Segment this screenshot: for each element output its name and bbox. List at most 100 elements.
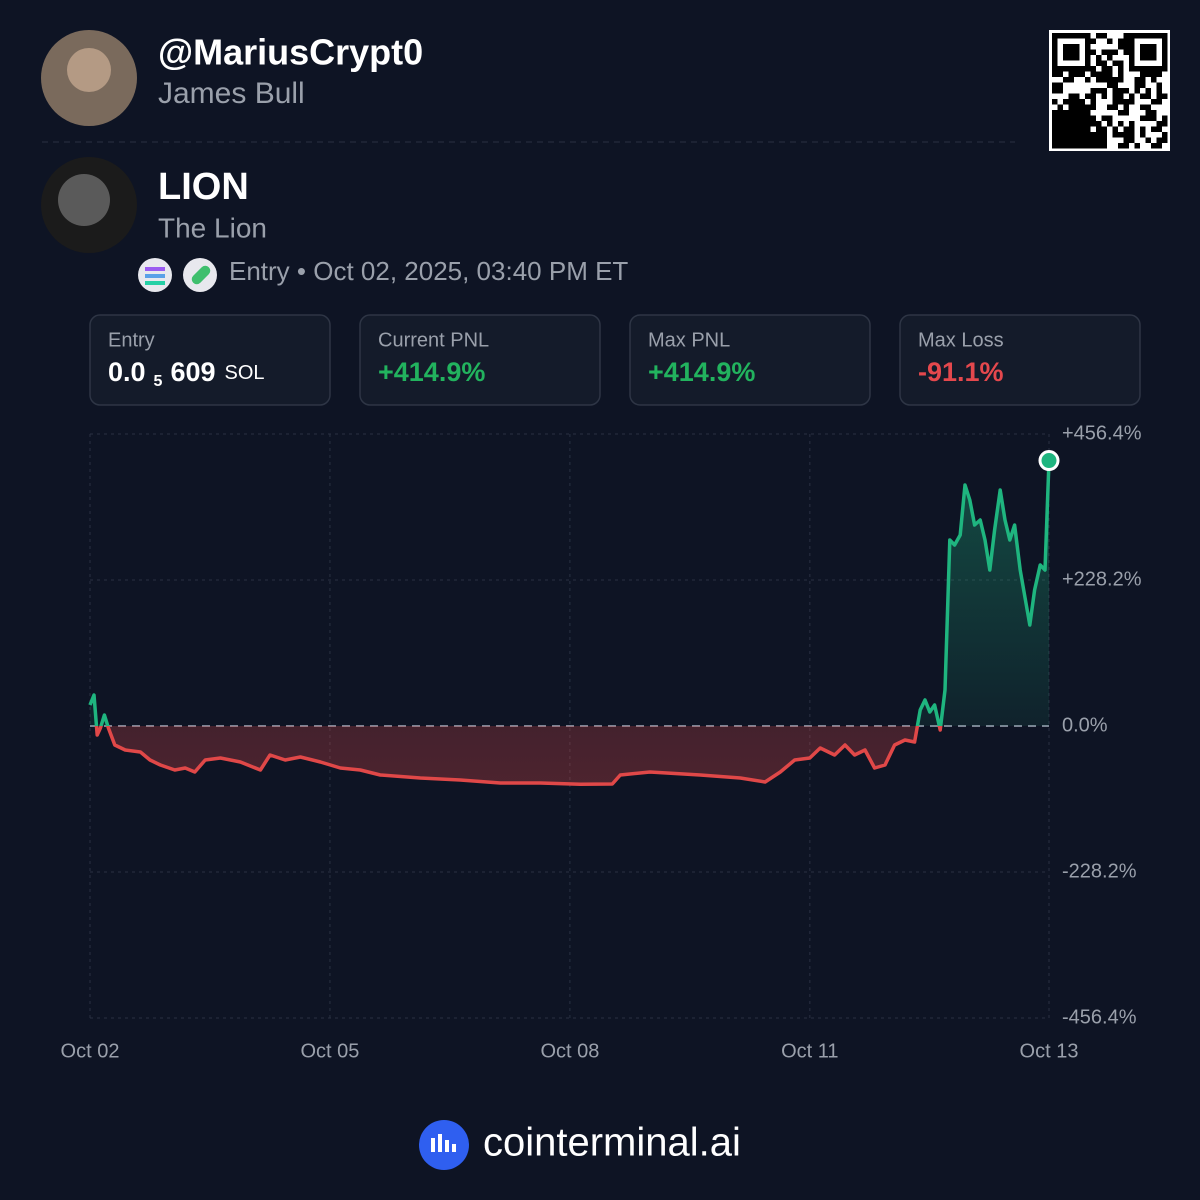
qr-module — [1063, 115, 1069, 121]
qr-module — [1079, 33, 1085, 39]
end-point — [1038, 450, 1060, 472]
qr-module — [1123, 44, 1129, 50]
qr-module — [1074, 33, 1080, 39]
qr-module — [1107, 104, 1113, 110]
qr-module — [1145, 115, 1151, 121]
qr-module — [1068, 137, 1074, 143]
qr-module — [1101, 88, 1107, 94]
qr-module — [1162, 132, 1168, 138]
qr-module — [1068, 77, 1074, 83]
qr-module — [1107, 115, 1113, 121]
qr-module — [1101, 66, 1107, 72]
qr-module — [1057, 104, 1063, 110]
qr-module — [1134, 82, 1140, 88]
qr-module — [1156, 88, 1162, 94]
qr-module — [1118, 121, 1124, 127]
qr-module — [1145, 110, 1151, 116]
qr-module — [1140, 93, 1146, 99]
qr-module — [1079, 132, 1085, 138]
qr-module — [1085, 38, 1091, 44]
qr-module — [1134, 143, 1140, 149]
qr-module — [1162, 66, 1168, 72]
qr-module — [1096, 77, 1102, 83]
qr-module — [1145, 93, 1151, 99]
qr-module — [1074, 115, 1080, 121]
y-tick-label: 0.0% — [1062, 714, 1108, 736]
qr-module — [1156, 33, 1162, 39]
qr-module — [1156, 121, 1162, 127]
qr-module — [1162, 137, 1168, 143]
qr-module — [1074, 44, 1080, 50]
qr-module — [1134, 33, 1140, 39]
qr-module — [1140, 71, 1146, 77]
qr-module — [1118, 44, 1124, 50]
qr-module — [1145, 66, 1151, 72]
stat-value: -91.1% — [918, 357, 1004, 387]
qr-module — [1057, 126, 1063, 132]
qr-module — [1063, 66, 1069, 72]
qr-module — [1145, 104, 1151, 110]
qr-module — [1079, 66, 1085, 72]
line-positive — [88, 460, 1051, 726]
qr-module — [1118, 88, 1124, 94]
avatar-face — [67, 48, 111, 92]
qr-module — [1156, 82, 1162, 88]
token-name: The Lion — [158, 212, 267, 243]
qr-module — [1162, 115, 1168, 121]
qr-module — [1079, 71, 1085, 77]
qr-module — [1085, 55, 1091, 61]
qr-module — [1107, 121, 1113, 127]
qr-module — [1063, 126, 1069, 132]
qr-module — [1068, 44, 1074, 50]
qr-module — [1057, 88, 1063, 94]
qr-module — [1162, 93, 1168, 99]
qr-module — [1085, 104, 1091, 110]
qr-module — [1129, 66, 1135, 72]
qr-module — [1052, 49, 1058, 55]
token-symbol: LION — [158, 166, 249, 208]
qr-module — [1107, 49, 1113, 55]
qr-module — [1068, 99, 1074, 105]
qr-module — [1074, 55, 1080, 61]
qr-module — [1079, 137, 1085, 143]
stat-value-main: +414.9% — [648, 357, 755, 387]
qr-module — [1057, 132, 1063, 138]
qr-module — [1123, 143, 1129, 149]
qr-module — [1101, 137, 1107, 143]
footer-logo-bars — [431, 1134, 456, 1152]
qr-module — [1118, 93, 1124, 99]
qr-module — [1151, 44, 1157, 50]
y-tick-label: -456.4% — [1062, 1006, 1137, 1028]
chain-icon-bar — [145, 274, 165, 278]
qr-module — [1129, 44, 1135, 50]
qr-module — [1090, 49, 1096, 55]
qr-module — [1063, 143, 1069, 149]
qr-module — [1063, 132, 1069, 138]
qr-module — [1052, 60, 1058, 66]
qr-module — [1096, 60, 1102, 66]
qr-module — [1052, 44, 1058, 50]
qr-module — [1085, 66, 1091, 72]
qr-module — [1074, 99, 1080, 105]
qr-module — [1079, 104, 1085, 110]
qr-module — [1085, 60, 1091, 66]
qr-module — [1068, 110, 1074, 116]
qr-module — [1090, 88, 1096, 94]
qr-module — [1096, 88, 1102, 94]
area-negative — [90, 726, 1049, 785]
qr-module — [1074, 143, 1080, 149]
qr-module — [1085, 44, 1091, 50]
qr-module — [1123, 88, 1129, 94]
qr-module — [1129, 33, 1135, 39]
qr-module — [1123, 132, 1129, 138]
qr-module — [1063, 44, 1069, 50]
qr-module — [1129, 137, 1135, 143]
qr-module — [1151, 33, 1157, 39]
qr-module — [1090, 66, 1096, 72]
qr-module — [1068, 104, 1074, 110]
qr-module — [1101, 49, 1107, 55]
qr-module — [1085, 110, 1091, 116]
qr-module — [1140, 132, 1146, 138]
stat-label: Max Loss — [918, 329, 1004, 351]
qr-module — [1118, 132, 1124, 138]
